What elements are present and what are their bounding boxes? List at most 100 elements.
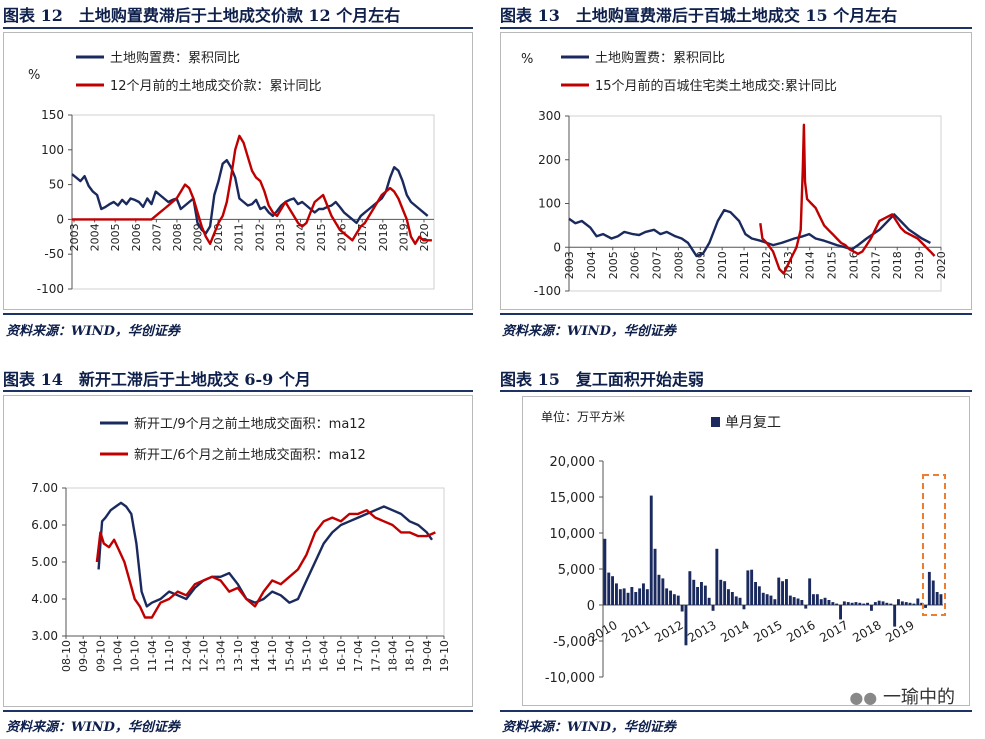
- c3-bar: [804, 605, 808, 609]
- c3-bar: [935, 592, 939, 605]
- c3-bar: [761, 592, 765, 605]
- c3-bar: [873, 602, 877, 605]
- chart14-frame: 7.00 6.00 5.00 4.00 3.00 08-10 09-04 09-10 10-04…: [3, 395, 473, 707]
- c3-bar: [835, 603, 839, 605]
- c2-y-tick-label: 7.00: [31, 481, 58, 495]
- c2-x-tick-label: 09-10: [94, 640, 107, 672]
- c0-y-tick-label: 0: [56, 212, 64, 226]
- c3-bar: [634, 592, 638, 605]
- c0-y-tick-label: -50: [44, 247, 64, 261]
- c1-plot-frame: [568, 115, 942, 292]
- c3-bar: [881, 601, 885, 605]
- c3-bar: [680, 605, 684, 612]
- c2-x-tick-label: 13-10: [232, 640, 245, 672]
- c3-bar: [638, 588, 642, 605]
- c0-x-tick-label: 2007: [150, 223, 163, 251]
- c3-bar: [669, 590, 672, 605]
- chart12-bottom-rule: [3, 313, 473, 315]
- c3-bar: [812, 594, 815, 605]
- c1-x-tick-label: 2008: [672, 251, 685, 279]
- c3-bar: [626, 592, 630, 605]
- c3-y-tick-label: 0: [587, 599, 595, 614]
- c1-x-tick-label: 2004: [585, 251, 598, 279]
- c0-x-tick-label: 2004: [89, 223, 102, 251]
- c3-bar: [769, 595, 773, 605]
- c3-bar: [792, 597, 796, 605]
- c1-x-tick-label: 2020: [935, 251, 948, 279]
- c2-x-tick-label: 19-10: [438, 640, 451, 672]
- c0-x-tick-label: 2008: [171, 223, 184, 251]
- c3-bar: [904, 602, 908, 605]
- c3-x-tick-label: 2012: [652, 618, 685, 645]
- c3-bar: [916, 598, 920, 605]
- c2-x-tick-label: 18-10: [404, 640, 417, 672]
- c0-x-tick-label: 2019: [397, 223, 410, 251]
- c3-bar: [727, 589, 730, 605]
- chart12-frame: 150 100 50 0 -50 -100 2003 2004 2005 2006 2007 2008…: [3, 32, 473, 310]
- c3-bar: [734, 596, 738, 605]
- c3-x-tick-label: 2015: [751, 618, 784, 645]
- c0-x-tick-label: 2014: [294, 223, 307, 251]
- c2-x-tick-label: 15-10: [301, 640, 314, 672]
- c3-bar: [757, 586, 761, 605]
- c2-x-tick-label: 10-04: [112, 640, 125, 672]
- c3-highlight-box: [922, 474, 946, 616]
- chart14-bottom-rule: [3, 710, 473, 712]
- c0-series-line-2: [72, 134, 432, 246]
- c3-bar: [931, 580, 935, 605]
- c3-bar: [653, 548, 657, 605]
- chart12-svg: 150 100 50 0 -50 -100 2003 2004 2005 2006 2007 2008…: [28, 50, 435, 296]
- c3-bar: [839, 605, 842, 620]
- c2-y-tick-label: 3.00: [31, 629, 58, 643]
- c3-bar: [870, 605, 873, 611]
- c3-bar: [607, 572, 611, 605]
- c2-x-tick-label: 17-04: [352, 640, 365, 672]
- c3-bar: [611, 576, 614, 605]
- c2-legend-label-1: 新开工/9个月之前土地成交面积：ma12: [134, 416, 366, 432]
- c2-x-tick-label: 08-10: [60, 640, 73, 672]
- c1-y-tick-label: 0: [553, 240, 561, 254]
- c1-x-tick-label: 2009: [694, 251, 707, 279]
- c3-bar: [808, 578, 812, 605]
- c3-y-tick-label: 10,000: [550, 527, 596, 542]
- c3-bar: [788, 595, 792, 605]
- c3-bar: [827, 600, 831, 605]
- c3-bar: [819, 599, 823, 605]
- c3-bar: [858, 602, 862, 605]
- c1-x-tick-label: 2007: [651, 251, 664, 279]
- c1-y-tick-label: 300: [538, 109, 561, 123]
- c2-x-tick-label: 15-04: [283, 640, 296, 672]
- c0-series-line-1: [71, 158, 429, 235]
- c2-x-tick-label: 18-04: [386, 640, 399, 672]
- c0-x-tick-label: 2015: [315, 223, 328, 251]
- c3-bar: [777, 577, 781, 605]
- c2-x-tick-label: 12-04: [180, 640, 193, 672]
- c3-bar: [750, 569, 754, 605]
- c3-unit-label: 单位：万平方米: [541, 409, 625, 424]
- c3-bar: [773, 599, 777, 605]
- c0-y-tick-label: 100: [41, 143, 64, 157]
- c0-x-tick-label: 2018: [377, 223, 390, 251]
- c3-y-tick-label: 15,000: [550, 491, 596, 506]
- c3-bar: [618, 589, 622, 605]
- c3-bar: [719, 579, 723, 605]
- c2-plot-frame: [65, 487, 445, 637]
- c3-bar: [730, 592, 734, 605]
- c3-bar: [893, 605, 897, 627]
- chart13-title-rule: [500, 27, 972, 29]
- c1-x-tick-label: 2015: [826, 251, 839, 279]
- c1-unit-label: %: [521, 52, 533, 67]
- chart15-svg: 20,000 15,000 10,000 5,000 0 -5,000 -10,000 201…: [541, 409, 946, 686]
- c1-x-tick-label: 2012: [760, 251, 773, 279]
- c1-legend-label-1: 土地购置费：累积同比: [595, 50, 725, 66]
- c3-bar: [765, 594, 769, 605]
- c3-bar: [927, 571, 931, 605]
- c3-bar: [889, 603, 893, 605]
- c3-bar: [684, 605, 688, 646]
- c3-bar: [897, 599, 900, 605]
- c0-unit-label: %: [28, 68, 40, 83]
- c3-bar: [920, 602, 924, 605]
- c2-x-tick-label: 17-10: [369, 640, 382, 672]
- c2-series-line-2: [95, 508, 436, 619]
- c0-x-tick-label: 2020: [418, 223, 431, 251]
